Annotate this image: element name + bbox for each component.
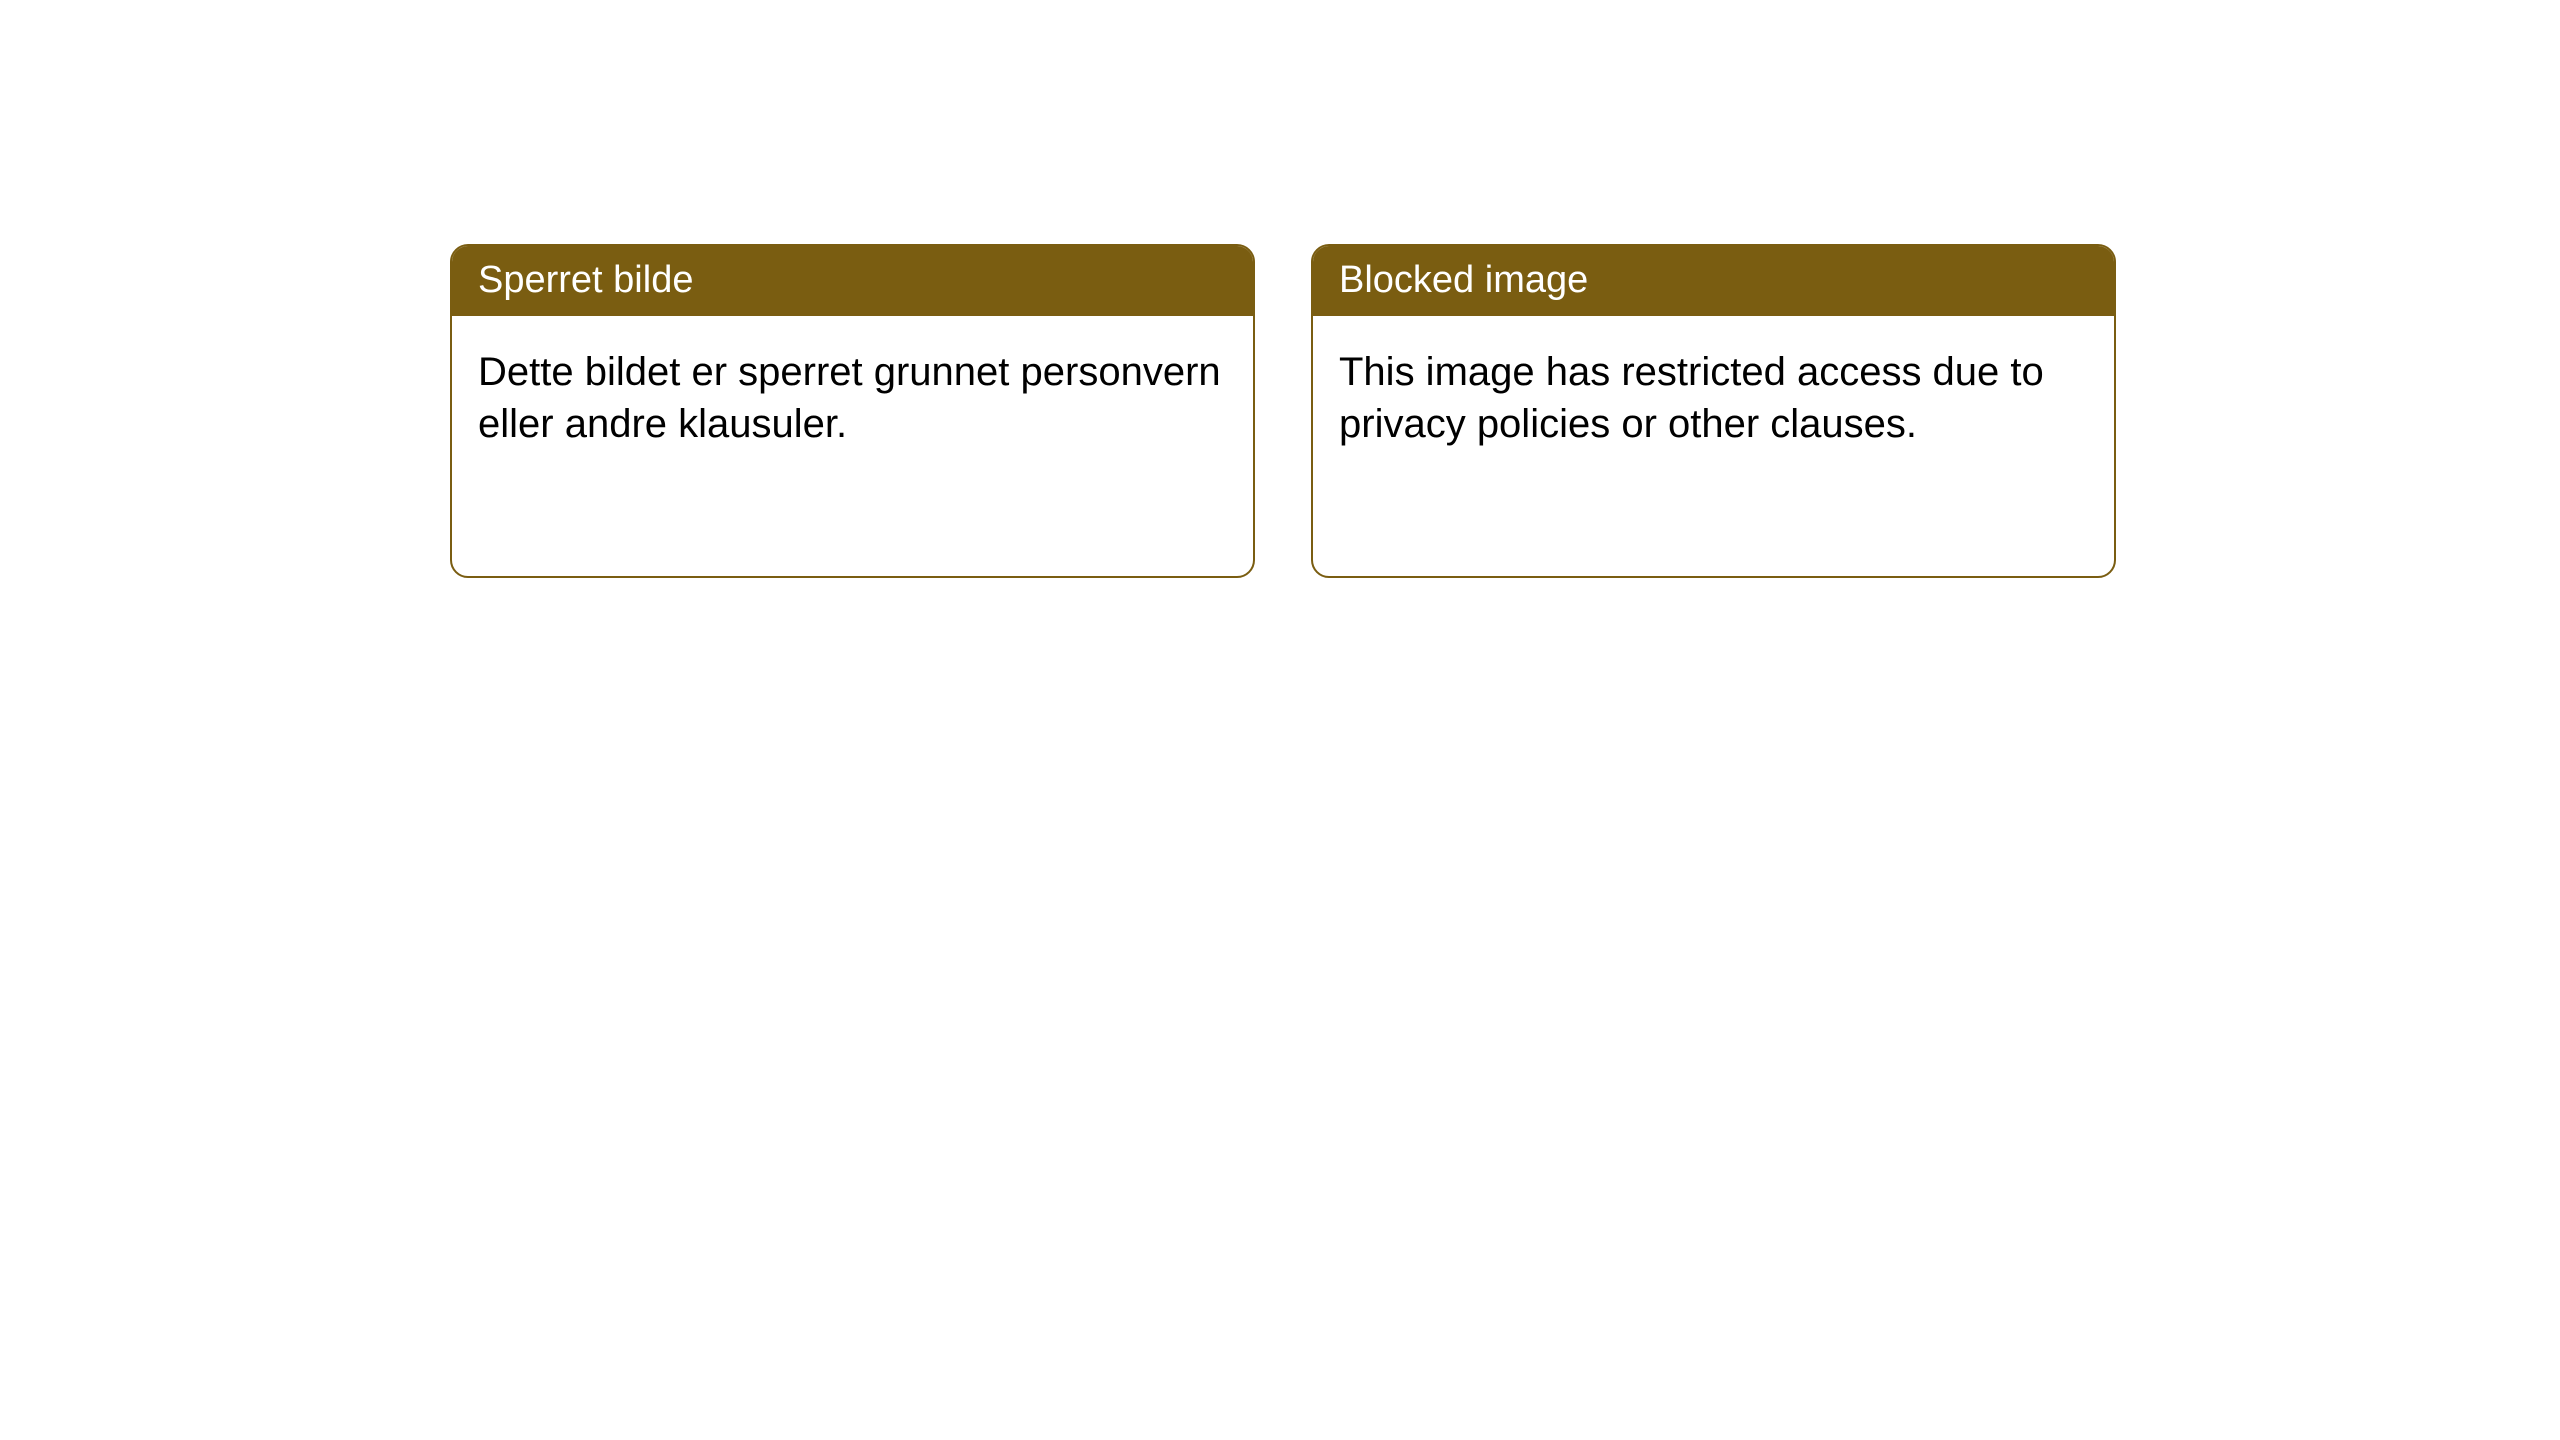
- notice-card-nb: Sperret bilde Dette bildet er sperret gr…: [450, 244, 1255, 578]
- notice-body-en: This image has restricted access due to …: [1313, 316, 2114, 480]
- notice-card-en: Blocked image This image has restricted …: [1311, 244, 2116, 578]
- notice-container: Sperret bilde Dette bildet er sperret gr…: [450, 244, 2116, 578]
- notice-body-nb: Dette bildet er sperret grunnet personve…: [452, 316, 1253, 480]
- notice-title-nb: Sperret bilde: [452, 246, 1253, 316]
- notice-title-en: Blocked image: [1313, 246, 2114, 316]
